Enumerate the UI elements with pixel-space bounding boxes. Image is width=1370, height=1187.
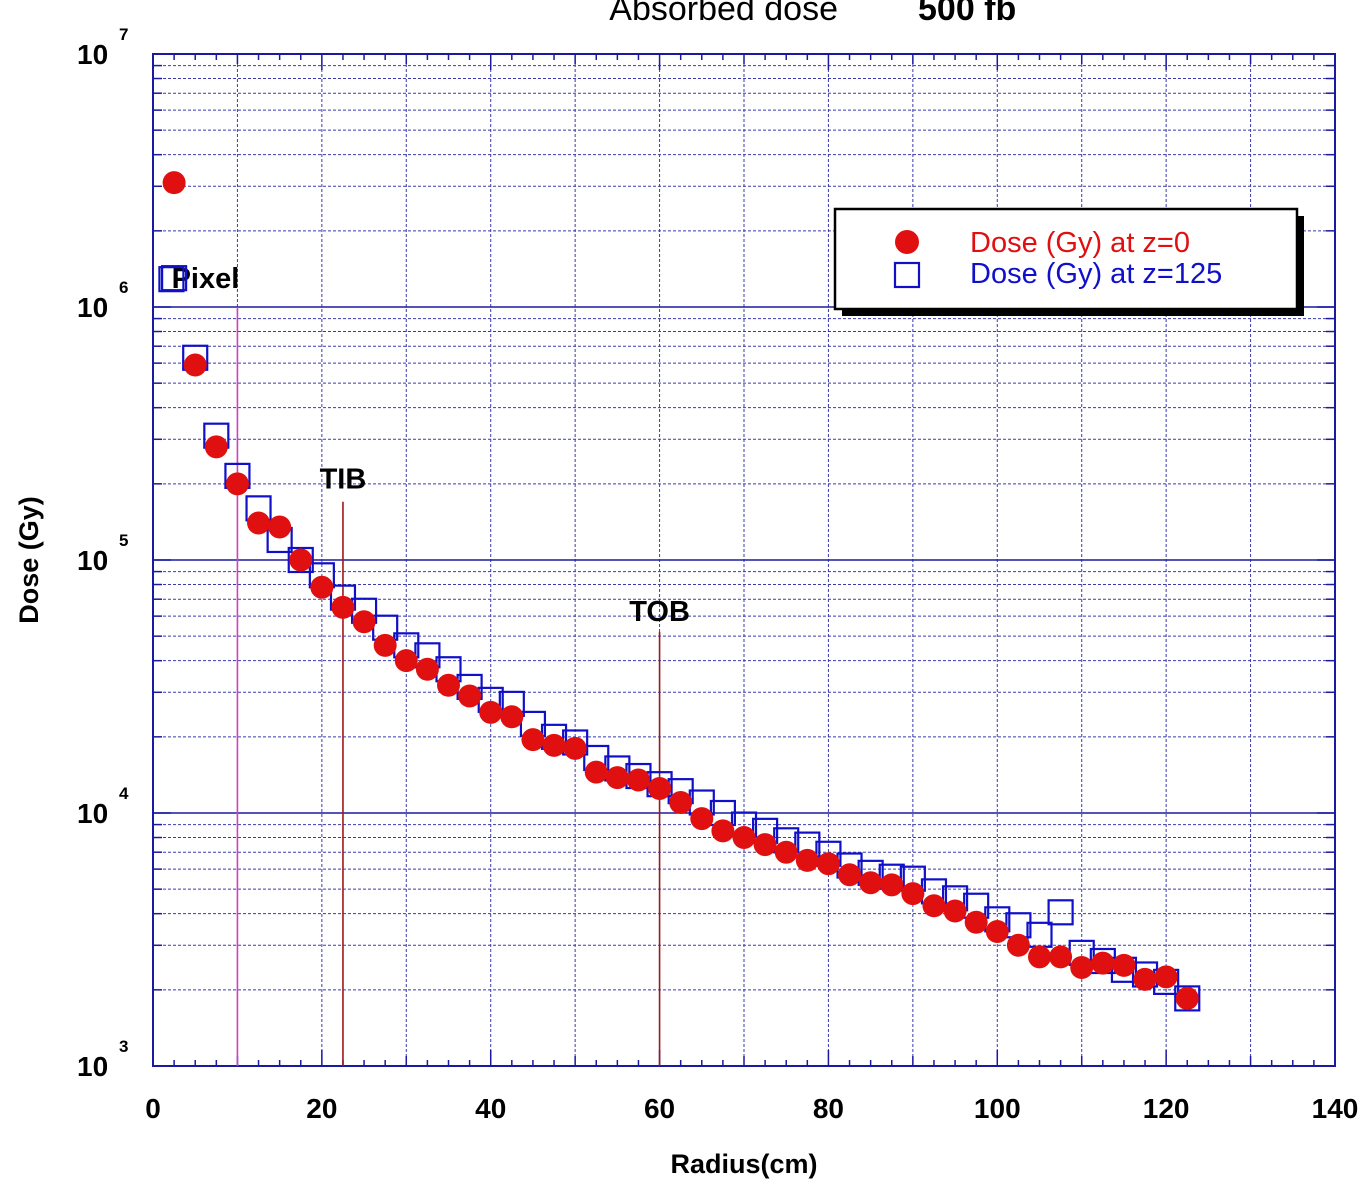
data-point-z125: [161, 265, 188, 292]
data-point-z0: [669, 791, 693, 815]
data-point-z0: [816, 852, 840, 876]
y-tick-label-exponent: 4: [119, 784, 129, 803]
x-tick-label: 80: [813, 1093, 844, 1124]
data-point-z0: [183, 353, 207, 377]
legend-marker-z0: [895, 230, 919, 254]
annotation-label: TIB: [320, 463, 367, 495]
data-point-z0: [268, 515, 292, 539]
series-z125: [161, 265, 1201, 1012]
annotation-label: TOB: [629, 596, 690, 628]
x-tick-label: 100: [974, 1093, 1021, 1124]
data-point-z0: [1070, 956, 1094, 980]
data-point-z0: [922, 894, 946, 918]
y-tick-labels: 10 3 10 4 10 5 10 6 10 7: [77, 25, 129, 1082]
data-point-z0: [901, 882, 925, 906]
series-z0: [162, 171, 1199, 1010]
data-point-z0: [458, 684, 482, 708]
data-point-z0: [1133, 967, 1157, 991]
data-point-z0: [162, 171, 186, 195]
data-point-z0: [584, 760, 608, 784]
grid-minor: [153, 54, 1335, 1066]
x-tick-label: 120: [1143, 1093, 1190, 1124]
data-point-z0: [1112, 953, 1136, 977]
x-tick-label: 60: [644, 1093, 675, 1124]
legend: Dose (Gy) at z=0 Dose (Gy) at z=125: [833, 207, 1304, 316]
data-point-z125: [1174, 985, 1201, 1012]
data-point-z0: [795, 848, 819, 872]
data-point-z0: [1006, 933, 1030, 957]
x-tick-label: 140: [1312, 1093, 1359, 1124]
data-point-z0: [838, 863, 862, 887]
legend-marker-z125: [893, 261, 921, 289]
y-tick-label-exponent: 3: [119, 1037, 128, 1056]
y-tick-label-base: 10: [77, 1051, 108, 1082]
data-point-z0: [1049, 945, 1073, 969]
data-point-z0: [563, 736, 587, 760]
data-point-z0: [648, 776, 672, 800]
x-axis-title: Radius(cm): [670, 1149, 817, 1179]
legend-label-z0: Dose (Gy) at z=0: [970, 227, 1190, 259]
data-point-z0: [1028, 945, 1051, 969]
chart-title-suffix: 500 fb: [918, 0, 1016, 28]
x-tick-label: 0: [145, 1093, 161, 1124]
y-tick-label-exponent: 5: [119, 531, 128, 550]
y-tick-label-exponent: 6: [119, 278, 128, 297]
data-point-z0: [415, 657, 439, 681]
data-point-z0: [479, 700, 503, 724]
data-point-z0: [373, 633, 397, 657]
data-point-z0: [774, 840, 798, 864]
data-point-z125: [287, 546, 314, 574]
data-point-z0: [1091, 951, 1115, 975]
x-tick-labels: 0 20 40 60 80 100 120 140: [145, 1093, 1358, 1124]
data-point-z0: [204, 435, 228, 459]
data-point-z0: [225, 472, 249, 496]
axis-ticks: [152, 54, 1336, 1067]
data-point-z0: [711, 819, 735, 843]
y-tick-label-base: 10: [77, 798, 108, 829]
data-point-z0: [626, 768, 650, 792]
y-tick-label-exponent: 7: [119, 25, 128, 44]
data-point-z0: [352, 610, 376, 634]
data-point-z0: [1175, 986, 1199, 1010]
data-point-z0: [289, 548, 313, 572]
data-point-z0: [437, 673, 460, 697]
legend-label-z125: Dose (Gy) at z=125: [970, 258, 1222, 290]
x-tick-label: 20: [306, 1093, 337, 1124]
data-point-z0: [500, 705, 524, 729]
data-point-z0: [690, 807, 714, 831]
y-tick-label-base: 10: [77, 545, 108, 576]
data-point-z0: [859, 871, 883, 895]
y-tick-label-base: 10: [77, 39, 108, 70]
data-point-z0: [310, 575, 334, 599]
data-point-z0: [521, 728, 545, 752]
data-point-z0: [605, 766, 629, 790]
data-point-z0: [943, 899, 967, 923]
data-point-z0: [880, 873, 904, 897]
legend-box: [833, 207, 1299, 311]
x-tick-label: 40: [475, 1093, 506, 1124]
data-point-z0: [394, 649, 418, 673]
data-point-z0: [247, 511, 271, 535]
data-point-z0: [542, 733, 566, 757]
data-point-z0: [753, 833, 777, 857]
data-point-z0: [732, 826, 756, 850]
y-axis-title: Dose (Gy): [14, 496, 44, 624]
data-point-z0: [1154, 965, 1178, 989]
data-point-z0: [331, 595, 355, 619]
data-point-z125: [1047, 899, 1074, 926]
chart-title: Absorbed dose: [609, 0, 838, 28]
data-point-z0: [964, 910, 988, 934]
data-point-z0: [985, 920, 1009, 944]
y-tick-label-base: 10: [77, 292, 108, 323]
